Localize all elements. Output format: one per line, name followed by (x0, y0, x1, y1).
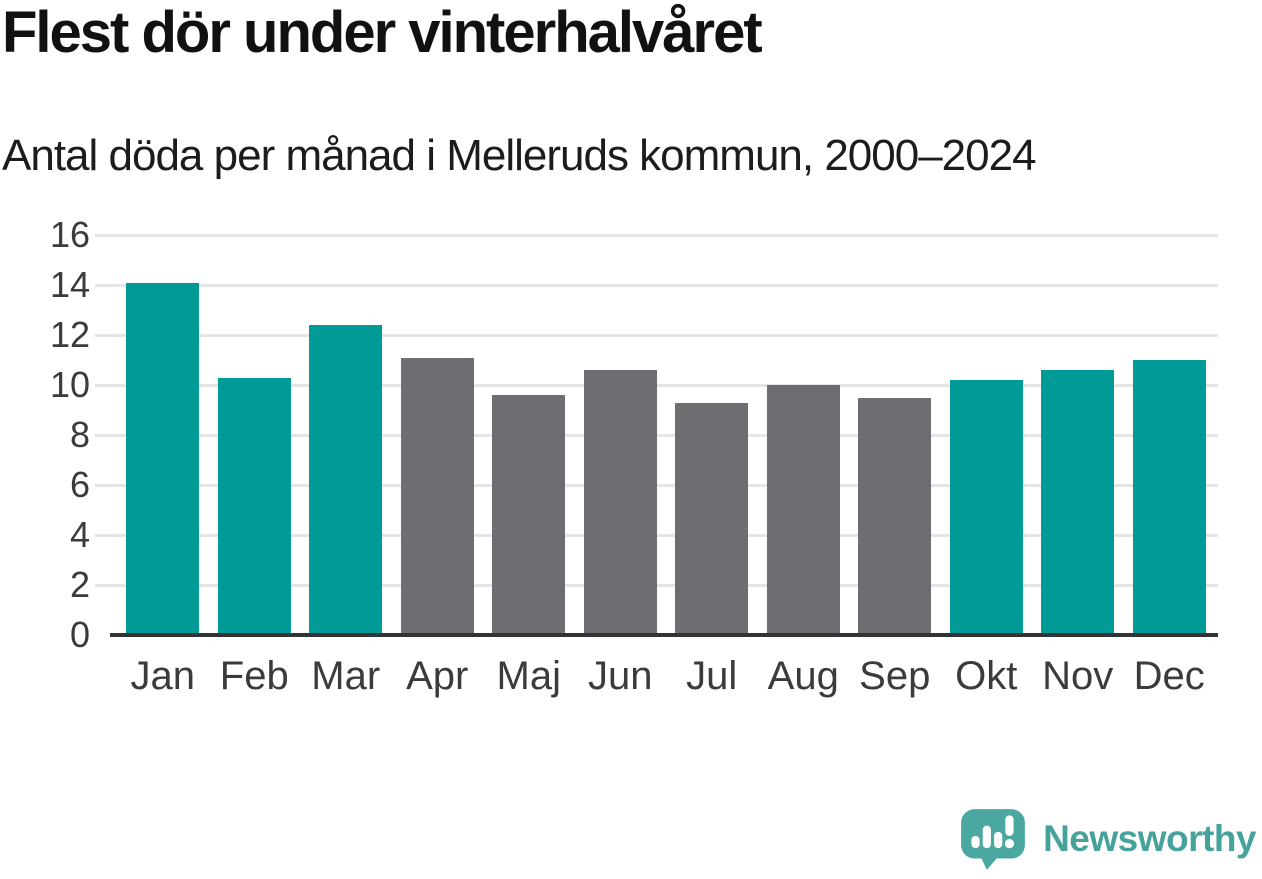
bar-apr (400, 357, 474, 635)
bar-feb (217, 377, 291, 635)
x-axis-tick-label: Okt (955, 654, 1018, 698)
bar-aug (766, 385, 840, 635)
y-axis-tick-label: 2 (69, 564, 90, 605)
x-axis-line (110, 633, 1218, 637)
bar-jul (675, 402, 749, 635)
bar-chart-plot (117, 235, 1215, 635)
bar-okt (949, 380, 1023, 635)
bar-slot (575, 235, 667, 635)
newsworthy-logo: Newsworthy (957, 807, 1256, 871)
gridline (95, 283, 1218, 287)
chart-title: Flest dör under vinterhalvåret (2, 0, 763, 65)
x-axis-tick-label: Feb (219, 654, 289, 698)
x-axis-tick-label: Jan (130, 654, 196, 698)
gridline (95, 233, 1218, 237)
y-axis-tick-label: 16 (49, 214, 90, 255)
bar-jan (126, 282, 200, 635)
bar-slot (758, 235, 850, 635)
bar-jun (583, 370, 657, 635)
x-axis-tick-label: Jun (588, 654, 653, 698)
x-axis-tick-label: Dec (1133, 654, 1205, 698)
bar-slot (666, 235, 758, 635)
bar-slot (392, 235, 484, 635)
bar-slot (1032, 235, 1124, 635)
y-axis-tick-label: 12 (49, 314, 90, 355)
bar-slot (209, 235, 301, 635)
x-axis-tick-label: Aug (767, 654, 839, 698)
gridline (95, 333, 1218, 337)
x-axis-tick-label: Maj (496, 654, 561, 698)
y-axis-tick-label: 6 (69, 464, 90, 505)
bar-sep (858, 397, 932, 635)
y-axis-tick-label: 14 (49, 264, 90, 305)
bar-slot (941, 235, 1033, 635)
bar-slot (849, 235, 941, 635)
x-axis-tick-label: Nov (1042, 654, 1114, 698)
y-axis-tick-label: 8 (69, 414, 90, 455)
y-axis-tick-label: 0 (69, 614, 90, 655)
bar-maj (492, 395, 566, 635)
chart-subtitle: Antal döda per månad i Melleruds kommun,… (2, 131, 1037, 180)
x-axis-tick-label: Sep (859, 654, 931, 698)
bar-slot (483, 235, 575, 635)
x-axis-tick-label: Apr (406, 654, 469, 698)
bar-slot (1124, 235, 1216, 635)
y-axis: 0 2 4 6 8 10 12 14 16 (10, 217, 90, 653)
newsworthy-speech-bubble-bar-chart-icon (961, 809, 1025, 870)
y-axis-tick-label: 4 (69, 514, 90, 555)
bar-mar (309, 325, 383, 635)
brand-name: Newsworthy (1043, 818, 1256, 859)
bar-slot (117, 235, 209, 635)
x-axis: Jan Feb Mar Apr Maj Jun Jul Aug Sep Okt Nov Dec (117, 652, 1215, 700)
x-axis-tick-label: Mar (311, 654, 381, 698)
x-axis-tick-label: Jul (686, 654, 738, 698)
bar-slot (300, 235, 392, 635)
bar-dec (1132, 360, 1206, 635)
y-axis-tick-label: 10 (49, 364, 90, 405)
bar-nov (1041, 370, 1115, 635)
